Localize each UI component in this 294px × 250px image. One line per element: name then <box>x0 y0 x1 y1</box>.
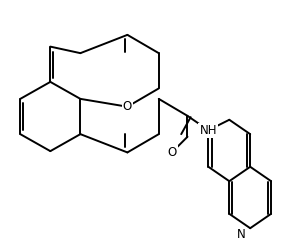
Text: NH: NH <box>200 124 217 137</box>
Text: N: N <box>237 228 245 241</box>
Text: O: O <box>167 146 176 159</box>
Text: O: O <box>123 100 132 113</box>
